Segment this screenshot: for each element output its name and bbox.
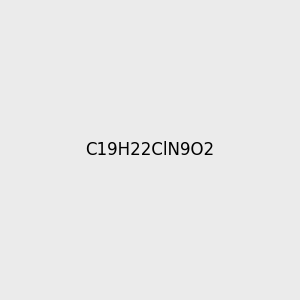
Text: C19H22ClN9O2: C19H22ClN9O2 bbox=[85, 141, 214, 159]
